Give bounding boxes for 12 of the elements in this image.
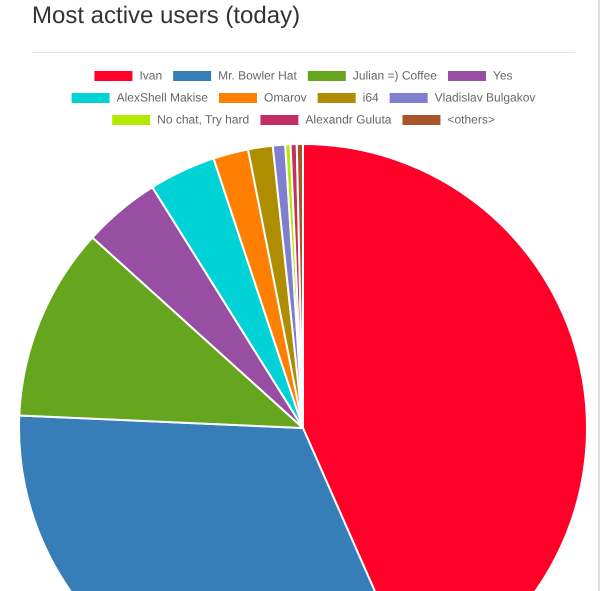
legend-label: AlexShell Makise [116,90,208,104]
legend-label: No chat, Try hard [157,112,250,126]
legend-label: Julian =) Coffee [352,68,438,82]
legend-label: <others> [447,112,495,126]
legend-label: Omarov [264,90,307,104]
legend-label: Yes [492,68,513,82]
legend-label: Vladislav Bulgakov [434,90,536,104]
chart-title: Most active users (today) [32,2,300,30]
legend-label: i64 [362,90,379,104]
legend-label: Ivan [139,68,162,82]
legend-label: Alexandr Guluta [305,112,392,126]
legend-label: Mr. Bowler Hat [218,68,298,82]
